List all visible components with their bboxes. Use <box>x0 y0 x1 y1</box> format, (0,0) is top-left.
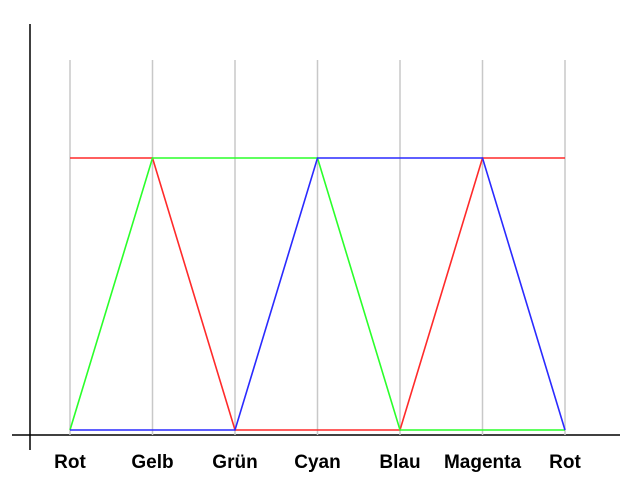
x-tick-label: Grün <box>212 452 257 473</box>
x-tick-label: Rot <box>549 452 581 473</box>
x-tick-label: Blau <box>379 452 420 473</box>
x-tick-label: Cyan <box>294 452 340 473</box>
x-tick-label: Magenta <box>444 452 522 473</box>
x-tick-label: Rot <box>54 452 86 473</box>
series-line <box>70 157 566 431</box>
x-tick-label: Gelb <box>131 452 173 473</box>
